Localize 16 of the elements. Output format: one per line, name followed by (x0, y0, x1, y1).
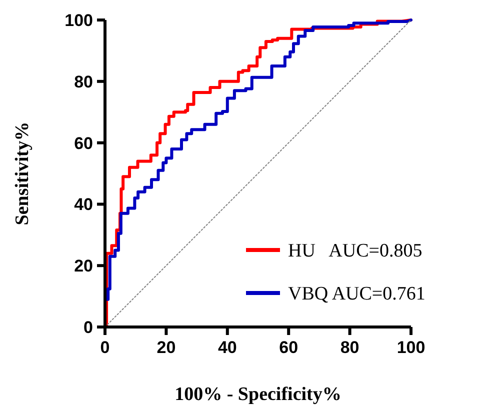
y-tick-label: 100 (64, 10, 93, 30)
y-tick-label: 0 (84, 318, 93, 337)
legend-label: VBQ AUC=0.761 (288, 284, 426, 305)
y-tick-label: 20 (74, 256, 93, 276)
x-tick-label: 20 (156, 338, 176, 357)
y-axis-title: Sensitivity% (12, 122, 33, 226)
x-tick-label: 60 (279, 338, 298, 357)
x-tick-label: 0 (100, 338, 110, 357)
y-tick-label: 80 (74, 72, 93, 92)
x-tick-label: 40 (218, 338, 237, 357)
legend-label: HU AUC=0.805 (288, 240, 422, 262)
x-axis-title: 100% - Specificity% (174, 384, 342, 405)
y-tick-label: 40 (74, 195, 93, 214)
y-tick-label: 60 (74, 134, 93, 153)
x-tick-label: 80 (340, 338, 360, 357)
x-tick-label: 100 (396, 338, 426, 357)
